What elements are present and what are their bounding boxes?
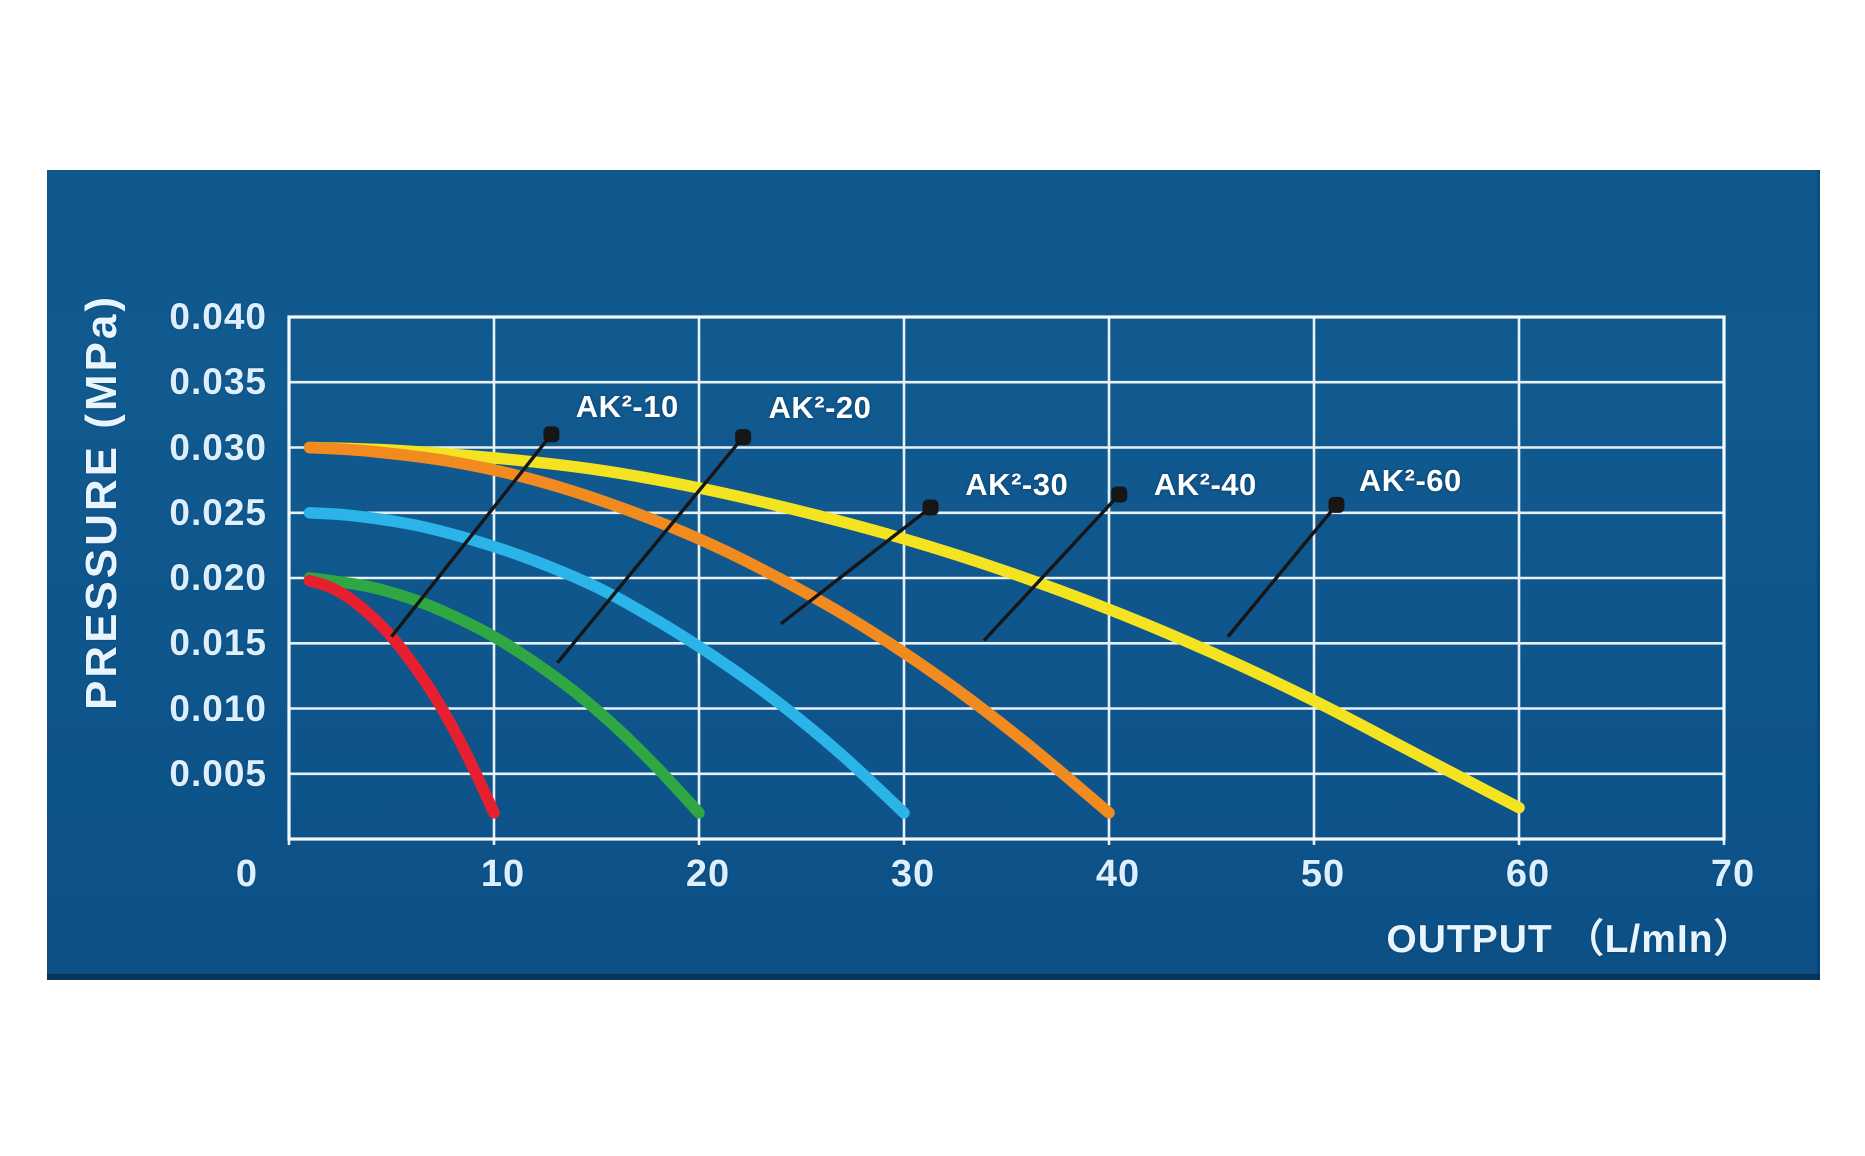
- x-tick-20: 20: [685, 853, 731, 895]
- chart-panel: [47, 170, 1820, 980]
- y-tick-0.040: 0.040: [169, 296, 267, 337]
- x-tick-70: 70: [1710, 853, 1756, 895]
- x-tick-30: 30: [890, 853, 936, 895]
- x-tick-60: 60: [1505, 853, 1551, 895]
- x-tick-50: 50: [1300, 853, 1346, 895]
- label-dots: [543, 426, 1345, 516]
- curve-label-ak-10: AK²-10: [575, 389, 679, 425]
- curve-ak-10: [303, 574, 500, 819]
- curve-ak-30: [303, 507, 910, 819]
- curves: [303, 441, 1525, 819]
- y-tick-0.035: 0.035: [169, 361, 267, 403]
- y-tick-0.030: 0.030: [169, 426, 267, 468]
- curve-ak-20: [303, 572, 705, 819]
- y-tick-0.015: 0.015: [169, 622, 267, 664]
- leader-lines: [390, 433, 1338, 664]
- x-tick-40: 40: [1095, 853, 1141, 895]
- gridlines: [287, 315, 1726, 845]
- curve-label-ak-30: AK²-30: [965, 467, 1069, 503]
- x-axis-title: OUTPUT （L/mIn）: [1386, 918, 1754, 961]
- y-tick-0.020: 0.020: [169, 557, 267, 598]
- y-tick-0.005: 0.005: [169, 752, 267, 794]
- curve-ak-40: [303, 441, 1115, 819]
- x-tick-0: 0: [235, 853, 259, 895]
- curve-label-ak-20: AK²-20: [768, 390, 872, 426]
- curve-label-ak-40: AK²-40: [1153, 467, 1257, 503]
- curve-label-ak-60: AK²-60: [1358, 463, 1462, 499]
- plot-frame: [287, 315, 1726, 841]
- y-tick-0.010: 0.010: [169, 687, 267, 729]
- y-tick-0.025: 0.025: [169, 491, 267, 533]
- curve-ak-60: [303, 441, 1525, 814]
- x-tick-10: 10: [480, 853, 526, 895]
